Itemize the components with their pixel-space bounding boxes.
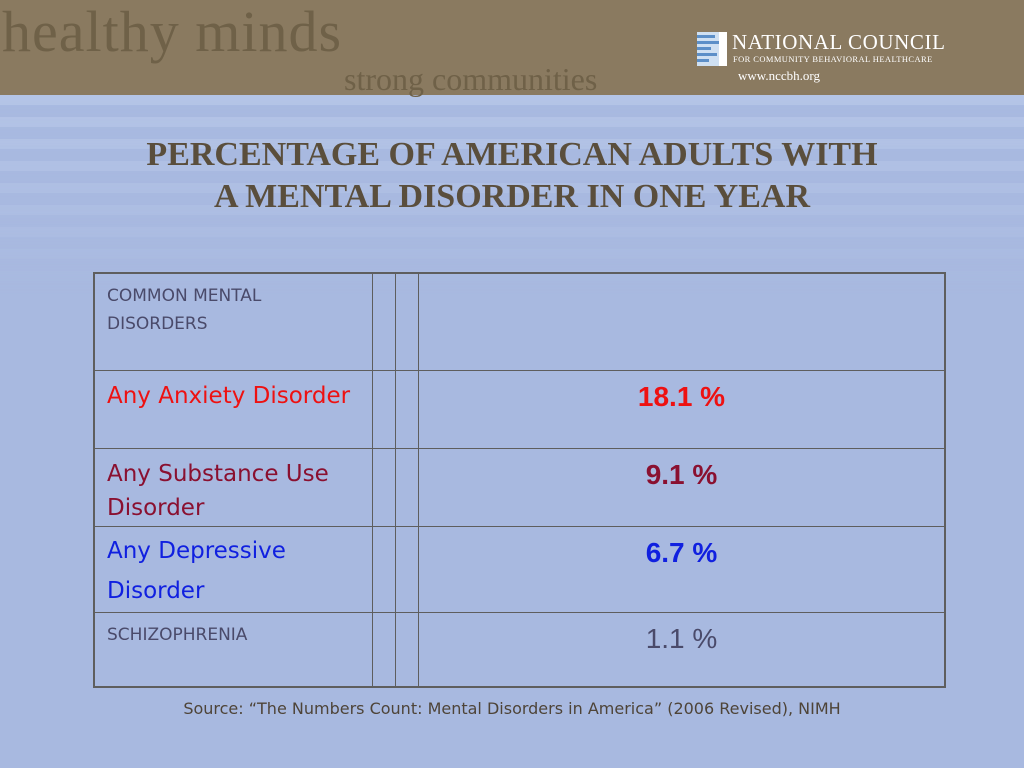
table-row: Any Substance Use Disorder 9.1 % [93,447,946,527]
spacer-cell [372,369,396,449]
spacer-cell [372,525,396,613]
row-value-cell: 18.1 % [418,369,946,449]
row-label: SCHIZOPHRENIA [107,624,248,645]
row-label: Any Anxiety Disorder [107,382,351,409]
org-name: NATIONAL COUNCIL [732,30,946,54]
row-label-cell: Any Anxiety Disorder [93,369,373,449]
disorders-table: COMMON MENTAL DISORDERS Any Anxiety Diso… [93,272,946,688]
header-band [0,0,1024,95]
spacer-cell [372,447,396,527]
page-title: PERCENTAGE OF AMERICAN ADULTS WITH A MEN… [0,134,1024,218]
row-value-cell: 6.7 % [418,525,946,613]
source-citation: Source: “The Numbers Count: Mental Disor… [183,699,841,718]
table-row: SCHIZOPHRENIA 1.1 % [93,611,946,688]
row-label-cell: Any Substance Use Disorder [93,447,373,527]
header-label: COMMON MENTAL DISORDERS [107,286,262,334]
title-line-1: PERCENTAGE OF AMERICAN ADULTS WITH [146,136,878,173]
row-value-cell: 9.1 % [418,447,946,527]
header-value-cell [418,272,946,371]
row-label: Any Substance Use Disorder [107,460,329,521]
spacer-cell [395,272,419,371]
watermark-strong-communities: strong communities [344,61,598,97]
spacer-cell [395,525,419,613]
header-label-cell: COMMON MENTAL DISORDERS [93,272,373,371]
table-row: Any Depressive Disorder 6.7 % [93,525,946,613]
spacer-cell [372,272,396,371]
row-value: 9.1 % [645,458,718,490]
row-label-cell: SCHIZOPHRENIA [93,611,373,688]
spacer-cell [372,611,396,688]
row-value-cell: 1.1 % [418,611,946,688]
row-label-cell: Any Depressive Disorder [93,525,373,613]
row-value: 18.1 % [637,380,726,412]
header-value [419,274,944,280]
watermark-healthy-minds: healthy minds [2,0,343,64]
table-header-row: COMMON MENTAL DISORDERS [93,272,946,371]
title-line-2: A MENTAL DISORDER IN ONE YEAR [213,178,811,215]
spacer-cell [395,447,419,527]
national-council-logo-icon [697,32,727,66]
table-row: Any Anxiety Disorder 18.1 % [93,369,946,449]
decorative-stripes [0,95,1024,295]
org-url: www.nccbh.org [738,68,820,83]
spacer-cell [395,369,419,449]
row-label: Any Depressive Disorder [107,537,286,604]
spacer-cell [395,611,419,688]
org-subtitle: FOR COMMUNITY BEHAVIORAL HEALTHCARE [733,54,933,64]
row-value: 1.1 % [645,622,718,654]
row-value: 6.7 % [645,536,718,568]
